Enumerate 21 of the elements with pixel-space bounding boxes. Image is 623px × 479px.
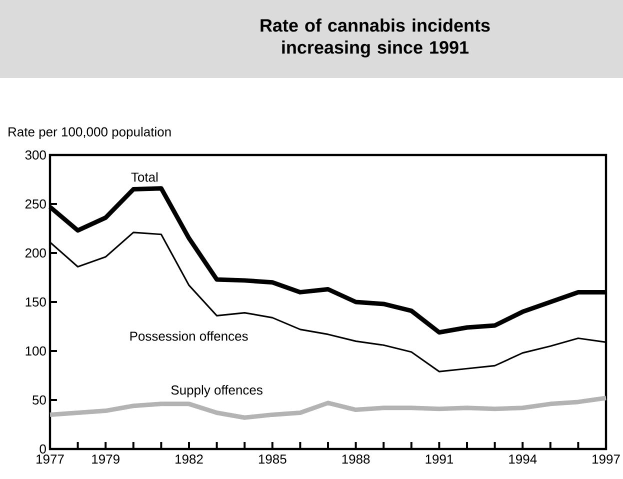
y-axis-title: Rate per 100,000 population [8, 126, 171, 140]
x-tick-label: 1991 [426, 454, 454, 464]
y-tick-label: 150 [26, 297, 46, 307]
series-label: Supply offences [171, 385, 262, 398]
y-tick-label: 50 [32, 395, 46, 405]
x-tick-label: 1988 [342, 454, 370, 464]
x-tick-label: 1985 [258, 454, 286, 464]
series-label: Total [131, 172, 158, 182]
x-tick-label: 1982 [176, 454, 203, 464]
x-tick-label: 1997 [592, 454, 620, 464]
y-tick-label: 0 [40, 444, 46, 454]
x-tick-label: 1977 [36, 454, 64, 464]
line-series [48, 396, 608, 420]
y-tick-label: 100 [26, 346, 46, 356]
series-label: Possession offences [130, 331, 248, 341]
y-tick-label: 250 [25, 199, 46, 209]
y-tick-label: 300 [25, 150, 46, 160]
x-tick-label: 1994 [509, 454, 537, 464]
x-tick-label: 1979 [92, 454, 120, 464]
chart-title: Rate of cannabis incidents increasing since 1991 [260, 18, 490, 58]
y-tick-label: 200 [25, 248, 46, 258]
